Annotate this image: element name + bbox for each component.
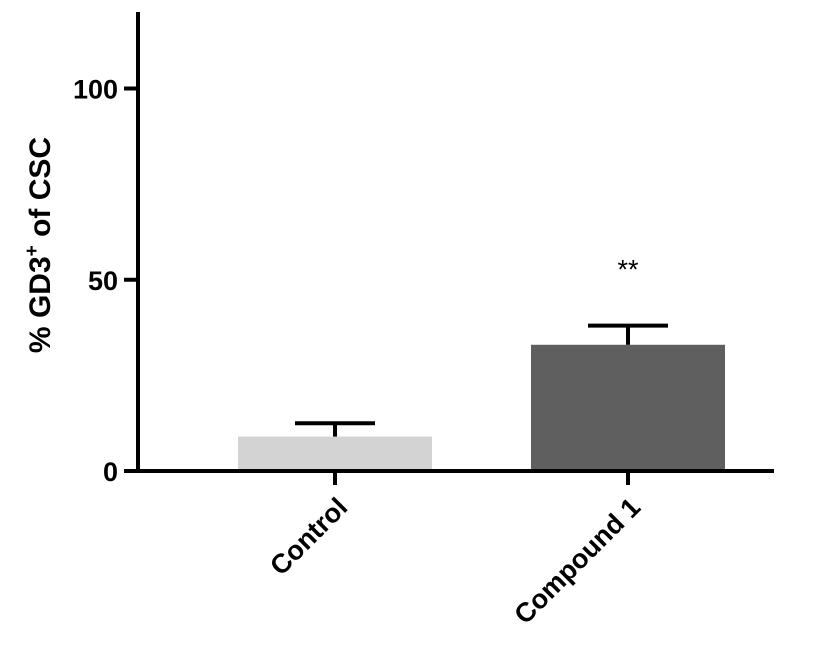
x-tick-label: Control	[264, 492, 353, 581]
y-tick-label: 100	[73, 75, 118, 105]
bars-layer	[238, 323, 725, 471]
y-axis-title-superscript: +	[22, 245, 43, 256]
svg-text:% GD3+ of CSC: % GD3+ of CSC	[22, 137, 57, 353]
y-tick-label: 50	[88, 266, 118, 296]
bar-control	[238, 436, 432, 471]
y-tick-label: 0	[103, 457, 118, 487]
axes-layer	[124, 12, 774, 485]
y-axis-title-main: % GD3	[24, 256, 57, 353]
y-axis-title: % GD3+ of CSC	[22, 137, 57, 353]
significance-label: **	[617, 255, 639, 285]
x-tick-label: Compound 1	[508, 492, 646, 630]
bar-compound-1	[531, 344, 725, 471]
y-axis-title-suffix: of CSC	[24, 137, 57, 245]
